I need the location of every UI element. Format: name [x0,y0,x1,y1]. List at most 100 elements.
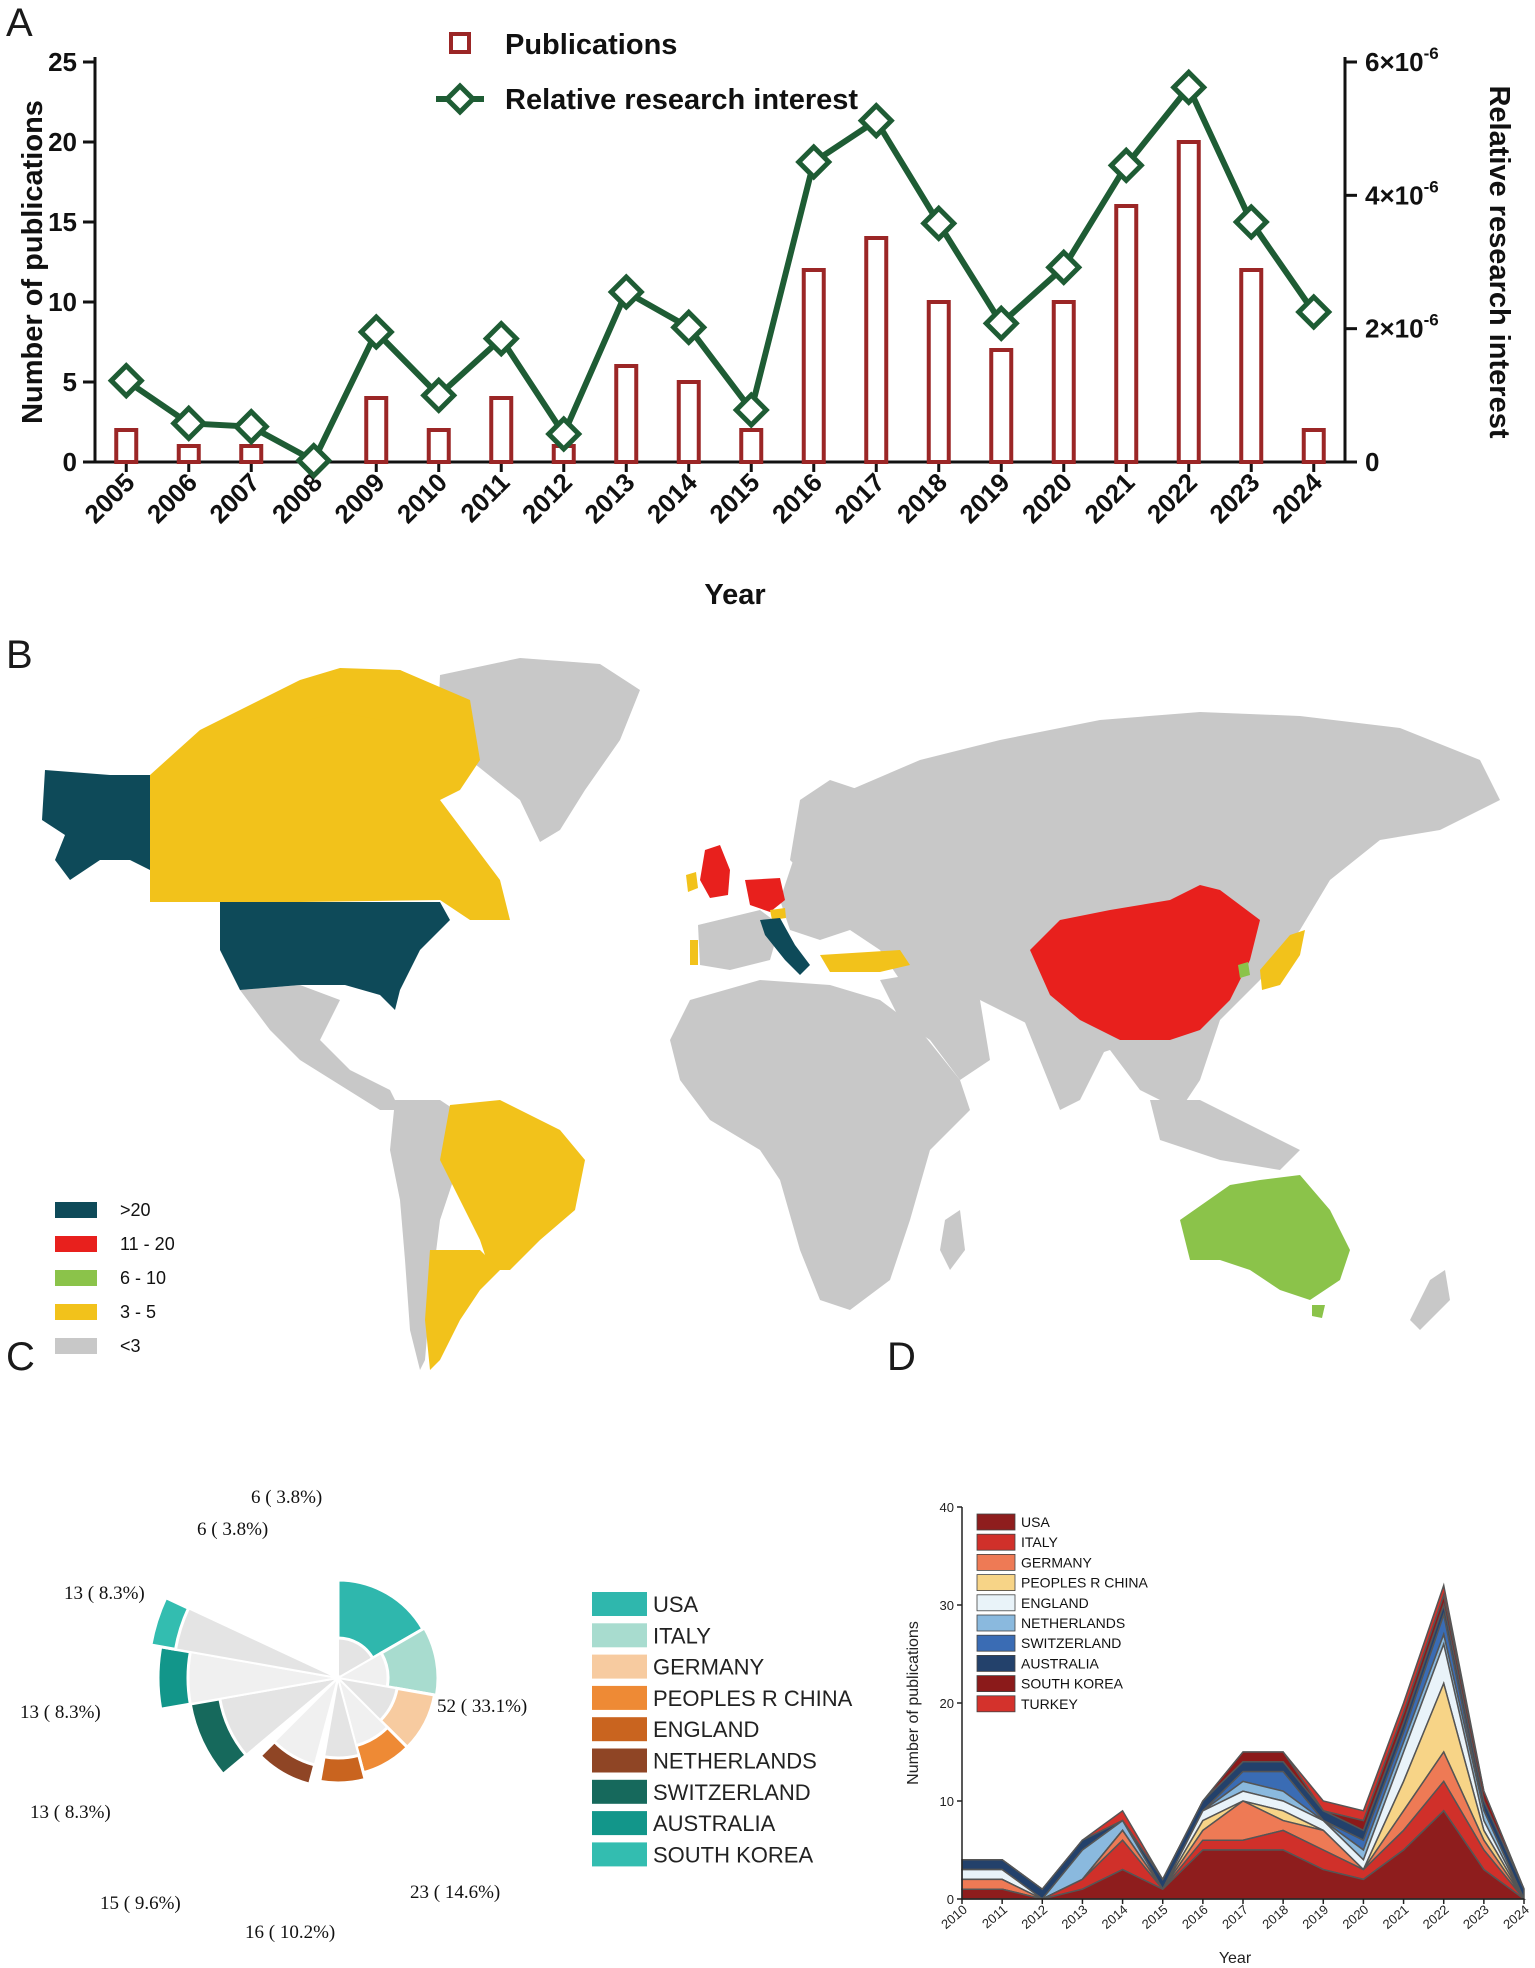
map-western-europe [698,910,780,970]
c-slice-label: 13 ( 8.3%) [64,1583,145,1604]
a-interest-marker [107,362,145,400]
d-xtick-label: 2023 [1460,1902,1492,1932]
map-legend-swatch [55,1338,97,1354]
a-ytick-right-label: 2×10-6 [1365,311,1439,344]
a-interest-marker [607,273,645,311]
d-legend-label: USA [1021,1514,1050,1530]
d-legend-swatch [976,1574,1016,1591]
a-interest-marker [857,102,895,140]
map-india [1020,1000,1110,1110]
panel-d-area-chart: 0 10 20 30 40 2010 2011 2012 2013 2014 2015 2016 201… [905,1500,1532,1967]
map-uk [700,845,730,898]
map-brazil [440,1100,585,1270]
a-xtick-label: 2021 [1078,467,1140,529]
c-legend-swatch [592,1685,647,1710]
a-interest-marker [1295,293,1333,331]
a-interest-marker [1170,68,1208,106]
d-xtick-label: 2017 [1219,1902,1251,1932]
d-xtick-label: 2018 [1259,1902,1291,1932]
a-xtick-label: 2020 [1016,467,1078,529]
c-legend-swatch [592,1748,647,1773]
a-xtick-label: 2009 [328,467,390,529]
map-legend-swatch [55,1236,97,1252]
d-xtick-label: 2010 [938,1902,970,1932]
c-slice-label: 6 ( 3.8%) [197,1519,268,1540]
c-legend-label: NETHERLANDS [653,1749,817,1774]
d-legend-swatch [976,1513,1016,1531]
panel-label-c: C [6,1335,35,1379]
map-iberia [690,940,698,965]
a-interest-marker [232,408,270,446]
d-ylabel: Number of publications [905,1621,922,1785]
a-ytick-exponent: -6 [1424,177,1439,196]
d-legend-swatch [976,1533,1016,1551]
c-legend-label: AUSTRALIA [653,1811,776,1836]
map-africa [670,980,970,1310]
d-legend-swatch [976,1614,1016,1632]
a-ytick-label: 20 [48,127,77,157]
d-legend-swatch [976,1655,1016,1672]
panel-label-d: D [887,1335,916,1379]
a-xtick-label: 2015 [703,467,765,529]
c-slice-label: 13 ( 8.3%) [20,1702,101,1723]
a-bar [114,428,139,464]
map-legend-label: <3 [120,1336,141,1356]
c-legend-swatch [592,1842,647,1867]
c-legend-label: ITALY [653,1623,711,1648]
a-xtick-label: 2024 [1266,467,1328,529]
c-slice-label: 13 ( 8.3%) [30,1802,111,1823]
map-argentina [425,1250,500,1370]
map-south-korea [1238,962,1250,978]
c-legend-swatch [592,1623,647,1648]
c-slice-label: 23 ( 14.6%) [410,1882,500,1903]
d-legend-swatch [976,1695,1016,1713]
d-xtick-label: 2020 [1340,1902,1372,1932]
a-bar [176,444,201,464]
map-legend-swatch [55,1304,97,1320]
map-legend-label: 11 - 20 [120,1234,175,1254]
a-bar [614,364,639,464]
map-madagascar [940,1210,965,1270]
d-legend-swatch [976,1675,1016,1692]
d-ytick-label: 10 [940,1794,954,1809]
a-xtick-label: 2012 [516,467,578,529]
map-italy [760,918,810,975]
a-ytick-right-label: 0 [1365,447,1379,477]
d-ytick-label: 30 [940,1598,954,1613]
a-bar [239,444,264,464]
a-bar [1051,300,1076,464]
a-ytick-exponent: -6 [1424,311,1439,330]
c-legend-label: ENGLAND [653,1717,759,1742]
d-legend-swatch [976,1594,1016,1612]
d-legend-swatch [976,1554,1016,1571]
a-xtick-label: 2023 [1203,467,1265,529]
a-ylabel-right: Relative research interest [1483,85,1515,438]
c-legend-label: PEOPLES R CHINA [653,1686,853,1711]
map-china [1030,885,1260,1040]
map-legend-label: >20 [120,1200,151,1220]
a-interest-marker [795,143,833,181]
a-bar [926,300,951,464]
a-interest-marker [357,313,395,351]
a-interest-marker [295,442,333,480]
a-ytick-label: 25 [48,47,77,77]
map-alaska [42,770,150,880]
a-bar [364,396,389,464]
panel-label-b: B [6,633,33,677]
a-interest-line [124,81,1317,465]
a-xtick-label: 2006 [141,467,203,529]
c-rose-segment [258,1739,317,1787]
a-legend-bar-label: Publications [505,29,677,61]
map-usa [220,902,450,1010]
c-legend-swatch [592,1779,647,1804]
a-ytick-right-label: 6×10-6 [1365,44,1439,77]
a-interest-marker [1107,146,1145,184]
a-bar [1114,204,1139,464]
a-interest-marker [732,391,770,429]
map-greenland [438,658,640,842]
c-legend-swatch [592,1811,647,1836]
panel-b-world-map [42,658,1500,1370]
map-central-america [240,985,400,1110]
d-legend-label: GERMANY [1021,1554,1092,1570]
